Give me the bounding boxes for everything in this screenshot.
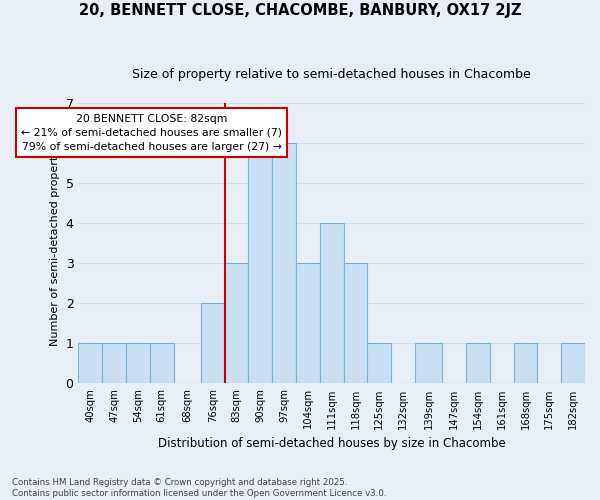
Bar xyxy=(514,344,538,384)
Bar xyxy=(367,344,391,384)
Bar xyxy=(296,263,320,384)
Bar xyxy=(248,142,272,384)
X-axis label: Distribution of semi-detached houses by size in Chacombe: Distribution of semi-detached houses by … xyxy=(158,437,506,450)
Text: 20, BENNETT CLOSE, CHACOMBE, BANBURY, OX17 2JZ: 20, BENNETT CLOSE, CHACOMBE, BANBURY, OX… xyxy=(79,2,521,18)
Text: Contains HM Land Registry data © Crown copyright and database right 2025.
Contai: Contains HM Land Registry data © Crown c… xyxy=(12,478,386,498)
Bar xyxy=(272,142,296,384)
Bar xyxy=(320,223,344,384)
Bar xyxy=(201,303,224,384)
Bar xyxy=(79,344,102,384)
Bar xyxy=(466,344,490,384)
Title: Size of property relative to semi-detached houses in Chacombe: Size of property relative to semi-detach… xyxy=(133,68,531,80)
Bar xyxy=(126,344,150,384)
Y-axis label: Number of semi-detached properties: Number of semi-detached properties xyxy=(50,140,60,346)
Text: 20 BENNETT CLOSE: 82sqm
← 21% of semi-detached houses are smaller (7)
79% of sem: 20 BENNETT CLOSE: 82sqm ← 21% of semi-de… xyxy=(21,114,282,152)
Bar xyxy=(344,263,367,384)
Bar xyxy=(224,263,248,384)
Bar xyxy=(150,344,173,384)
Bar xyxy=(102,344,126,384)
Bar xyxy=(415,344,442,384)
Bar xyxy=(561,344,585,384)
